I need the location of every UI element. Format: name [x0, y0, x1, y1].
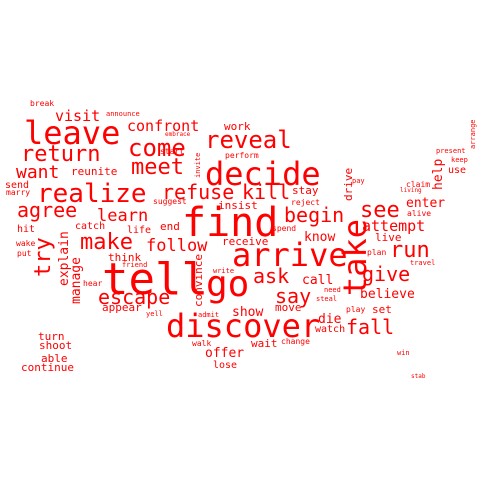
word: learn [97, 206, 149, 226]
word: send [5, 180, 30, 191]
word: perform [225, 151, 259, 160]
word: refuse [162, 180, 235, 204]
word: arrive [232, 236, 348, 274]
word: return [21, 142, 101, 167]
word: want [16, 162, 60, 183]
word: attempt [362, 217, 426, 235]
word: catch [75, 221, 106, 232]
word: manage [69, 257, 84, 304]
word: kill [242, 180, 291, 204]
word: hit [17, 224, 36, 235]
word: realize [37, 179, 147, 209]
word: stab [411, 373, 426, 380]
word: invite [194, 152, 202, 178]
word: work [224, 120, 251, 133]
word: marry [6, 188, 31, 197]
word: claim [406, 180, 431, 189]
word: suggest [153, 197, 187, 206]
word: say [275, 284, 312, 308]
word: steal [316, 295, 338, 303]
word: win [397, 349, 410, 357]
word: shoot [39, 339, 73, 352]
word: hear [83, 279, 103, 288]
word: reject [291, 198, 320, 207]
word: need [324, 286, 341, 294]
word: stay [292, 184, 319, 197]
word: confront [127, 117, 200, 135]
word: convince [192, 254, 205, 307]
word: keep [451, 156, 468, 164]
word: pay [352, 177, 365, 185]
word: give [362, 262, 411, 286]
word: change [281, 337, 310, 346]
word: follow [146, 236, 208, 256]
word: wait [251, 337, 278, 350]
word: plan [367, 248, 387, 257]
word: agree [17, 198, 78, 222]
word: write [213, 267, 235, 275]
word: fall [346, 315, 395, 339]
word: call [302, 273, 334, 288]
word: discover [166, 307, 321, 345]
word: find [182, 200, 279, 246]
word: play [346, 305, 366, 314]
word: reveal [205, 126, 292, 154]
word: show [232, 305, 264, 320]
word: visit [55, 107, 101, 125]
word: believe [360, 287, 415, 302]
word: think [108, 251, 142, 264]
word: meet [131, 155, 184, 180]
word: living [400, 187, 422, 194]
word: ask [253, 264, 290, 288]
word: yell [146, 310, 163, 318]
word: lose [213, 360, 238, 371]
word: reunite [71, 165, 118, 178]
word: make [80, 230, 133, 255]
word: embrace [165, 131, 191, 138]
word: able [41, 352, 68, 365]
word: put [17, 249, 32, 258]
word: wake [16, 239, 36, 248]
word: die [318, 312, 342, 327]
word: watch [315, 324, 346, 335]
word: enter [406, 196, 446, 211]
word: continue [21, 361, 74, 374]
word: insist [218, 199, 258, 212]
word: alive [407, 209, 432, 218]
word: life [127, 225, 152, 236]
word: go [206, 264, 250, 305]
word: know [304, 230, 336, 245]
word: decide [205, 155, 321, 193]
word: break [30, 99, 55, 108]
word: admit [198, 311, 220, 319]
word: turn [38, 330, 65, 343]
word: friend [122, 261, 148, 269]
word: appear [102, 301, 142, 314]
word: use [448, 165, 467, 176]
word: present [436, 147, 466, 155]
word: set [372, 303, 392, 316]
word: end [160, 220, 180, 233]
word: move [275, 301, 302, 314]
word: escape [98, 285, 171, 309]
word: leave [24, 114, 121, 152]
word: tell [102, 254, 208, 305]
word: come [128, 134, 186, 162]
word: try [31, 237, 56, 277]
word: live [375, 231, 402, 244]
word: see [360, 198, 400, 223]
word: arrange [469, 119, 477, 149]
word: start [160, 147, 185, 156]
word: help [431, 158, 446, 190]
word: offer [205, 346, 245, 361]
word: travel [410, 259, 436, 267]
word: receive [222, 235, 269, 248]
word: spend [272, 224, 297, 233]
word: begin [284, 203, 345, 227]
word: announce [106, 110, 140, 118]
word: walk [192, 339, 212, 348]
word: run [390, 238, 430, 263]
